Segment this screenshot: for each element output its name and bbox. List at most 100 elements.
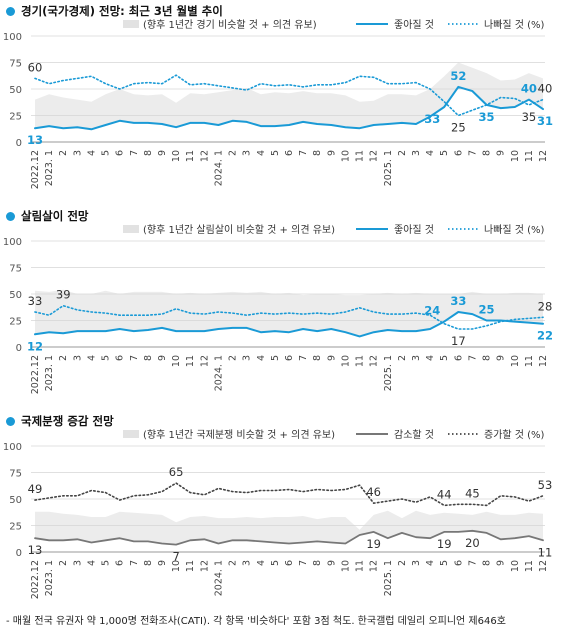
x-tick-label: 11: [524, 560, 535, 572]
data-label: 40: [521, 82, 537, 96]
x-tick-label: 2025. 1: [383, 355, 394, 391]
x-tick-label: 6: [453, 560, 464, 566]
data-label: 20: [465, 536, 480, 550]
x-tick-label: 8: [482, 150, 493, 156]
data-label: 13: [28, 543, 43, 557]
chart-title: 경기(국가경제) 전망: 최근 3년 월별 추이: [21, 4, 223, 18]
series-line-1: [34, 74, 544, 117]
legend-band-swatch: [123, 20, 139, 28]
legend-series-1-label: 좋아질 것: [394, 224, 434, 236]
bullet-dot-icon: [6, 211, 15, 221]
x-tick-label: 5: [439, 150, 450, 156]
series-line-0: [34, 311, 544, 338]
data-label: 22: [537, 329, 553, 343]
x-tick-label: 2: [58, 355, 69, 361]
series-line-0: [34, 529, 544, 546]
x-tick-label: 4: [86, 150, 97, 156]
x-tick-label: 7: [467, 560, 478, 566]
bullet-dot-icon: [6, 6, 15, 16]
x-tick-label: 6: [115, 560, 126, 566]
x-tick-label: 9: [496, 150, 507, 156]
data-label: 49: [28, 482, 43, 496]
x-tick-label: 3: [242, 355, 253, 361]
x-tick-label: 2: [228, 560, 239, 566]
x-tick-label: 11: [355, 355, 366, 367]
x-tick-label: 4: [256, 355, 267, 361]
x-tick-label: 6: [115, 150, 126, 156]
chart-title: 살림살이 전망: [21, 209, 89, 223]
x-tick-label: 2022.12: [30, 355, 41, 394]
x-tick-label: 8: [482, 560, 493, 566]
legend-band-label: (향후 1년간 경기 비슷할 것 + 의견 유보): [143, 18, 317, 31]
x-tick-label: 3: [411, 355, 422, 361]
x-tick-label: 11: [355, 560, 366, 572]
x-tick-label: 3: [72, 560, 83, 566]
legend-band-swatch: [123, 430, 139, 438]
y-tick-label: 25: [9, 317, 22, 328]
data-label: 45: [465, 486, 480, 500]
x-tick-label: 8: [143, 560, 154, 566]
band-area: [35, 62, 543, 130]
y-tick-label: 100: [3, 442, 22, 453]
x-tick-label: 5: [101, 355, 112, 361]
x-tick-label: 9: [326, 560, 337, 566]
x-tick-label: 8: [143, 355, 154, 361]
x-tick-label: 12: [538, 150, 549, 162]
footnote: - 매월 전국 유권자 약 1,000명 전화조사(CATI). 각 항목 '비…: [6, 616, 506, 627]
x-tick-label: 11: [524, 355, 535, 367]
x-tick-label: 12: [369, 355, 380, 367]
x-tick-label: 3: [72, 150, 83, 156]
y-tick-label: 100: [3, 32, 22, 43]
y-tick-label: 75: [9, 469, 22, 480]
y-tick-label: 50: [9, 495, 22, 506]
data-label: 19: [366, 537, 381, 551]
legend-series-2-label: 증가할 것 (%): [484, 429, 545, 441]
x-tick-label: 5: [270, 355, 281, 361]
x-tick-label: 10: [171, 150, 182, 162]
data-label: 25: [479, 303, 495, 317]
x-tick-label: 5: [439, 355, 450, 361]
x-tick-label: 9: [326, 355, 337, 361]
x-tick-label: 2: [397, 150, 408, 156]
legend-series-1-label: 감소할 것: [394, 429, 434, 441]
x-tick-label: 2022.12: [30, 150, 41, 189]
x-tick-label: 4: [425, 150, 436, 156]
chart-title: 국제분쟁 증감 전망: [21, 414, 114, 428]
x-tick-label: 9: [157, 355, 168, 361]
x-tick-label: 3: [242, 560, 253, 566]
data-label: 40: [538, 82, 553, 96]
x-tick-label: 4: [256, 150, 267, 156]
panel-title-economy: 경기(국가경제) 전망: 최근 3년 월별 추이: [6, 3, 223, 19]
y-tick-label: 0: [16, 548, 22, 559]
x-tick-label: 9: [326, 150, 337, 156]
data-label: 35: [522, 110, 537, 124]
legend-series-1-label: 좋아질 것: [394, 19, 434, 31]
data-label: 52: [450, 69, 466, 83]
data-label: 13: [27, 133, 43, 147]
data-label: 33: [450, 294, 466, 308]
x-tick-label: 6: [284, 355, 295, 361]
y-tick-label: 25: [9, 522, 22, 533]
x-tick-label: 2023. 1: [44, 560, 55, 596]
x-tick-label: 4: [86, 355, 97, 361]
x-tick-label: 9: [157, 560, 168, 566]
x-tick-label: 7: [467, 355, 478, 361]
data-label: 39: [56, 288, 71, 302]
data-label: 33: [424, 112, 440, 126]
x-tick-label: 6: [453, 355, 464, 361]
x-tick-label: 2023. 1: [44, 150, 55, 186]
data-label: 65: [169, 465, 184, 479]
y-tick-label: 0: [16, 343, 22, 354]
x-tick-label: 5: [439, 560, 450, 566]
legend-series-2-label: 나빠질 것 (%): [484, 19, 545, 31]
x-tick-label: 10: [340, 560, 351, 572]
x-tick-label: 10: [171, 355, 182, 367]
x-tick-label: 10: [510, 560, 521, 572]
x-tick-label: 7: [467, 150, 478, 156]
x-tick-label: 7: [129, 355, 140, 361]
x-tick-label: 12: [199, 355, 210, 367]
series-line-0: [34, 85, 544, 131]
x-tick-label: 2024. 1: [213, 150, 224, 186]
data-label: 12: [27, 339, 43, 353]
